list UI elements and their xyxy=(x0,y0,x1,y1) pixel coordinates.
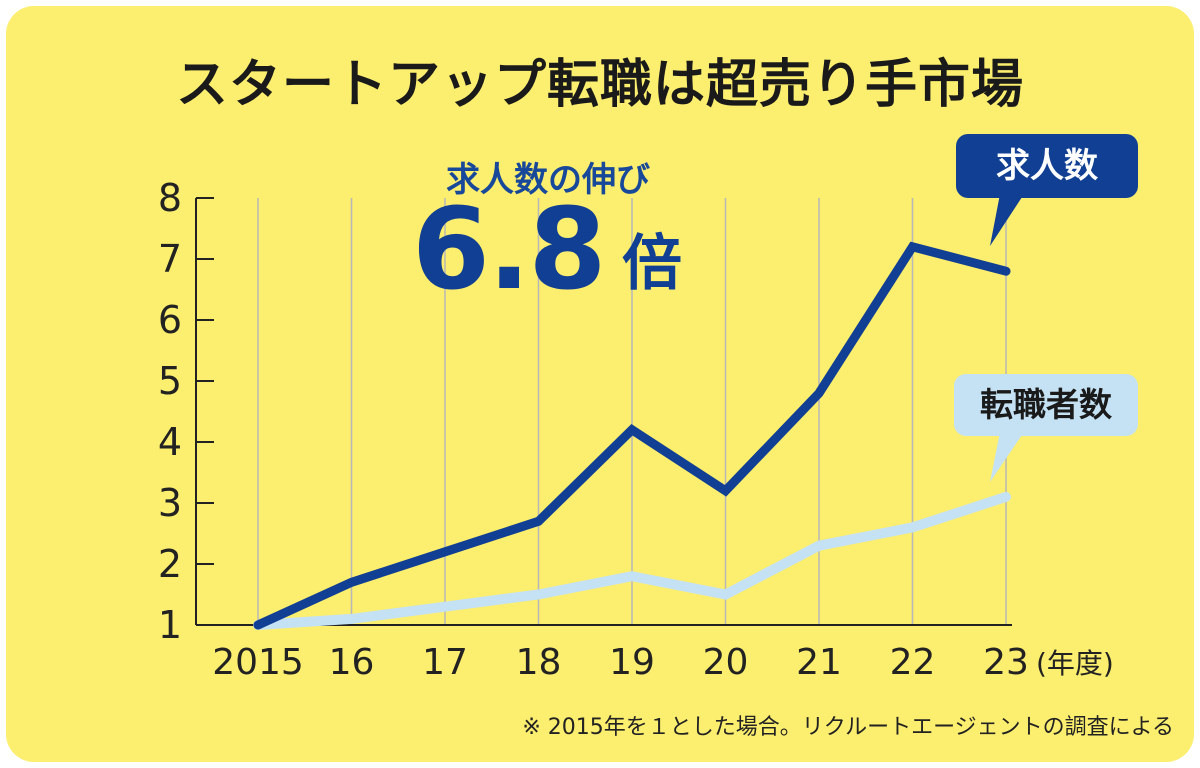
y-tick-label-7: 7 xyxy=(158,237,182,281)
x-tick-label-1: 16 xyxy=(329,642,375,683)
series-line-1 xyxy=(253,491,1011,630)
chart-title: スタートアップ転職は超売り手市場 xyxy=(175,55,1024,115)
x-tick-label-3: 18 xyxy=(516,642,562,683)
growth-unit: 倍 xyxy=(622,229,682,299)
y-tick-label-4: 4 xyxy=(158,420,182,464)
legend-job-openings: 求人数 xyxy=(956,134,1138,198)
y-tick-label-6: 6 xyxy=(158,298,182,342)
callout-pointer-job-changers xyxy=(990,432,1024,482)
x-tick-label-4: 19 xyxy=(609,642,655,683)
legend-job-changers: 転職者数 xyxy=(954,374,1138,436)
x-axis-unit: (年度) xyxy=(1036,647,1114,680)
source-note: ※ 2015年を１とした場合。リクルートエージェントの調査による xyxy=(522,715,1174,740)
y-tick-label-2: 2 xyxy=(158,542,182,586)
y-tick-label-5: 5 xyxy=(158,359,182,403)
callout-pointer-job-openings xyxy=(990,194,1024,246)
x-tick-label-2: 17 xyxy=(422,642,468,683)
x-tick-label-8: 23 xyxy=(983,642,1029,683)
x-tick-label-7: 22 xyxy=(890,642,936,683)
x-tick-label-5: 20 xyxy=(703,642,749,683)
callout-pointers xyxy=(990,194,1024,482)
y-tick-label-8: 8 xyxy=(158,176,182,220)
y-tick-label-1: 1 xyxy=(158,603,182,647)
series-lines xyxy=(253,241,1011,630)
growth-value: 6.8 xyxy=(412,185,606,315)
series-line-0 xyxy=(253,241,1011,630)
y-tick-label-3: 3 xyxy=(158,481,182,525)
x-tick-label-0: 2015 xyxy=(212,642,304,683)
growth-label: 求人数の伸び xyxy=(446,160,650,200)
grid-lines xyxy=(257,198,1007,625)
x-tick-label-6: 21 xyxy=(796,642,842,683)
